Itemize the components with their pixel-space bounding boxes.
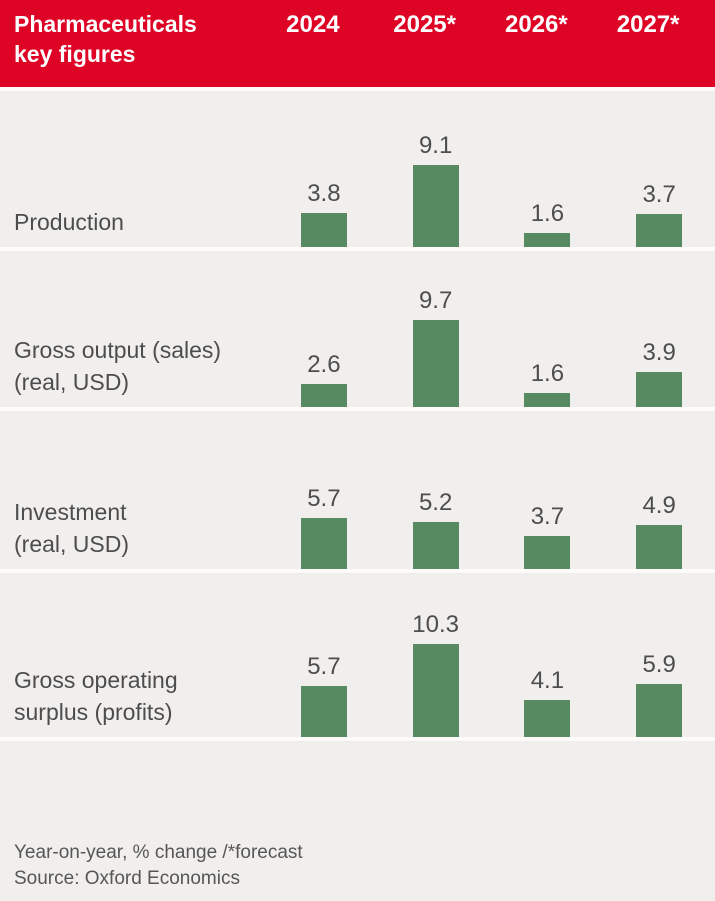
value-label: 5.7 [307, 484, 341, 512]
bar-cell: 5.9 [603, 573, 715, 737]
value-label: 1.6 [530, 199, 565, 227]
value-label: 1.6 [530, 359, 565, 387]
year-header-row: 2024 2025* 2026* 2027* [268, 0, 715, 87]
row-label: Gross operating surplus (profits) [14, 667, 178, 725]
bar [524, 535, 571, 569]
row-label: Gross output (sales) (real, USD) [14, 337, 222, 395]
bar [412, 165, 459, 247]
bar-cell: 5.7 [268, 573, 380, 737]
row-label: Production [14, 209, 124, 235]
bar-cell: 4.1 [492, 573, 604, 737]
bar [524, 232, 571, 247]
bar [300, 383, 347, 407]
value-label: 9.1 [418, 132, 453, 160]
bar-cell: 5.2 [380, 411, 492, 569]
bar-cell: 1.6 [492, 91, 604, 247]
bar-cell: 5.7 [268, 411, 380, 569]
value-label: 5.2 [418, 489, 453, 517]
bar [300, 212, 347, 247]
value-label: 3.7 [530, 502, 565, 530]
bar-cell: 9.1 [380, 91, 492, 247]
bar-cell: 9.7 [380, 251, 492, 407]
bar-cell: 3.9 [603, 251, 715, 407]
footnote: Year-on-year, % change /*forecast [14, 842, 303, 863]
year-header-2024: 2024 [286, 11, 340, 38]
bar [412, 644, 459, 737]
value-label: 4.9 [642, 491, 676, 519]
chart-header: Pharmaceuticals key figures 2024 2025* 2… [0, 0, 715, 91]
chart-title: Pharmaceuticals key figures [14, 11, 197, 67]
source-note: Source: Oxford Economics [14, 868, 240, 889]
value-label: 4.1 [530, 667, 565, 695]
value-label: 10.3 [412, 611, 459, 639]
bar [524, 700, 571, 737]
row-label: Investment (real, USD) [14, 499, 130, 557]
bar [636, 213, 683, 247]
value-label: 3.8 [307, 179, 341, 207]
bar [524, 392, 571, 407]
year-header-2025: 2025* [393, 11, 456, 38]
value-label: 2.6 [307, 350, 341, 378]
bar [636, 683, 683, 737]
year-header-2027: 2027* [616, 11, 680, 38]
bar [412, 522, 459, 569]
value-label: 5.9 [642, 650, 676, 678]
year-header-2026: 2026* [505, 11, 568, 38]
bar [636, 524, 683, 569]
chart-footer: Year-on-year, % change /*forecast Source… [0, 741, 715, 901]
table-row-gross-operating-surplus: Gross operating surplus (profits) 5.7 10… [0, 573, 715, 741]
bar-cell: 3.8 [268, 91, 380, 247]
value-label: 3.9 [642, 338, 676, 366]
bar-cell: 3.7 [492, 411, 604, 569]
table-row-gross-output: Gross output (sales) (real, USD) 2.6 9.7… [0, 251, 715, 411]
value-label: 9.7 [418, 286, 453, 314]
bar [636, 371, 683, 407]
bar-cell: 1.6 [492, 251, 604, 407]
bar-cell: 10.3 [380, 573, 492, 737]
bar-cell: 4.9 [603, 411, 715, 569]
bar-cell: 2.6 [268, 251, 380, 407]
bar-cell: 3.7 [603, 91, 715, 247]
table-row-production: Production 3.8 9.1 1.6 3.7 [0, 91, 715, 251]
bar [300, 517, 347, 569]
bar [412, 319, 459, 407]
bar [300, 685, 347, 737]
table-row-investment: Investment (real, USD) 5.7 5.2 3.7 4.9 [0, 411, 715, 573]
value-label: 5.7 [307, 652, 341, 680]
value-label: 3.7 [642, 180, 676, 208]
